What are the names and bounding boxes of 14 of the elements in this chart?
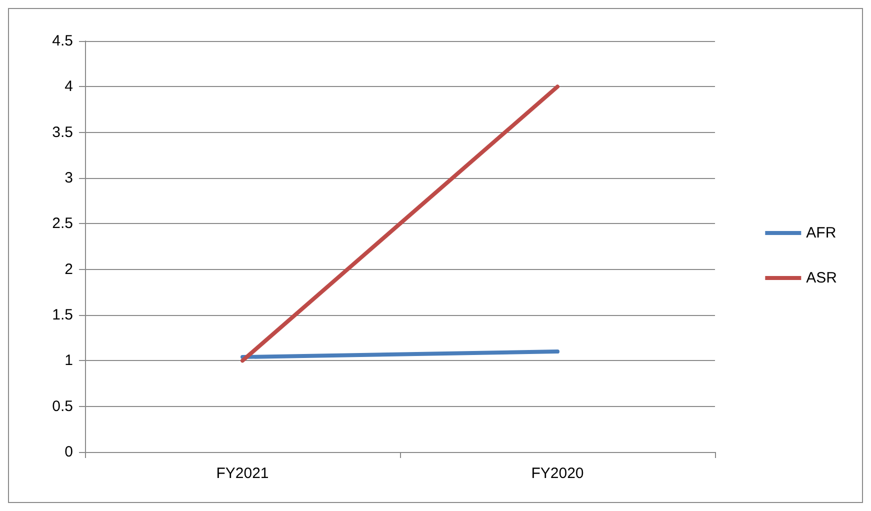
legend-label: AFR	[806, 224, 836, 242]
y-tick-label: 4	[64, 78, 73, 96]
legend-label: ASR	[806, 270, 838, 286]
y-tick-label: 3	[64, 170, 73, 186]
y-tick-label: 3.5	[52, 124, 73, 141]
y-tick-label: 2	[64, 260, 73, 278]
y-tick-label: 0.5	[52, 398, 73, 415]
y-tick-label: 4.5	[52, 32, 73, 50]
y-tick-label: 1	[64, 352, 73, 370]
x-tick-label: FY2021	[216, 465, 269, 482]
x-tick-label: FY2020	[531, 465, 584, 482]
y-tick-label: 0	[64, 444, 73, 460]
y-tick-label: 2.5	[52, 215, 73, 232]
y-tick-label: 1.5	[52, 306, 73, 324]
